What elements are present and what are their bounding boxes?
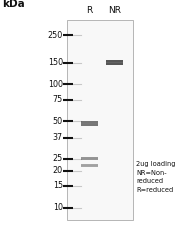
Text: 37: 37 xyxy=(53,133,63,142)
Text: 25: 25 xyxy=(53,154,63,163)
Bar xyxy=(81,164,98,167)
Text: kDa: kDa xyxy=(2,0,25,9)
Bar xyxy=(106,62,122,63)
Text: 100: 100 xyxy=(48,80,63,89)
Text: 10: 10 xyxy=(53,203,63,212)
Text: NR: NR xyxy=(108,6,121,15)
Text: 150: 150 xyxy=(48,58,63,67)
Bar xyxy=(81,157,98,160)
Text: 2ug loading
NR=Non-
reduced
R=reduced: 2ug loading NR=Non- reduced R=reduced xyxy=(136,161,176,193)
Bar xyxy=(81,158,98,159)
Text: 50: 50 xyxy=(53,117,63,126)
Bar xyxy=(81,121,98,126)
Text: 250: 250 xyxy=(48,31,63,40)
Bar xyxy=(67,20,133,220)
Bar xyxy=(81,165,98,166)
Bar xyxy=(81,123,98,124)
Text: 15: 15 xyxy=(53,181,63,190)
Text: R: R xyxy=(86,6,93,15)
Text: 20: 20 xyxy=(53,166,63,175)
Bar xyxy=(106,60,122,65)
Text: 75: 75 xyxy=(53,95,63,104)
